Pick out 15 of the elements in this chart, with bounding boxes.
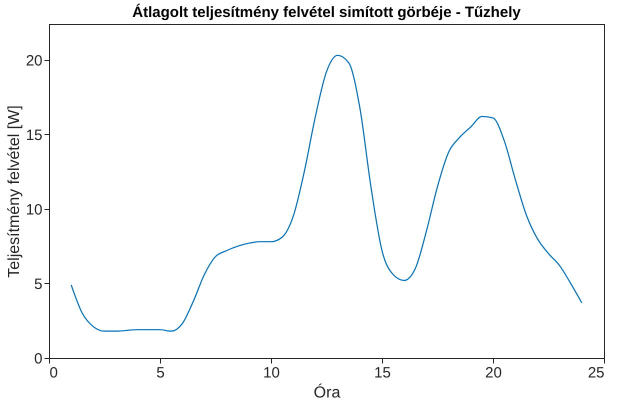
y-tick-label: 0 — [34, 350, 42, 368]
line-series — [70, 54, 582, 332]
x-tick-label: 10 — [263, 364, 280, 382]
y-tick-label: 15 — [26, 126, 42, 144]
y-tick-label: 5 — [34, 276, 42, 293]
x-axis-title: Óra — [314, 384, 340, 402]
x-tick-label: 0 — [50, 364, 58, 382]
y-axis-title: Teljesítmény felvétel [W] — [6, 105, 23, 278]
x-tick-label: 25 — [588, 364, 604, 382]
x-tick-label: 15 — [374, 364, 391, 382]
x-tick-label: 20 — [485, 364, 502, 382]
y-tick-label: 20 — [26, 52, 42, 70]
x-tick-label: 5 — [156, 364, 165, 382]
y-tick-label: 10 — [26, 201, 42, 218]
chart-title: Átlagolt teljesítmény felvétel simított görbéje - Tűzhely — [132, 3, 522, 21]
